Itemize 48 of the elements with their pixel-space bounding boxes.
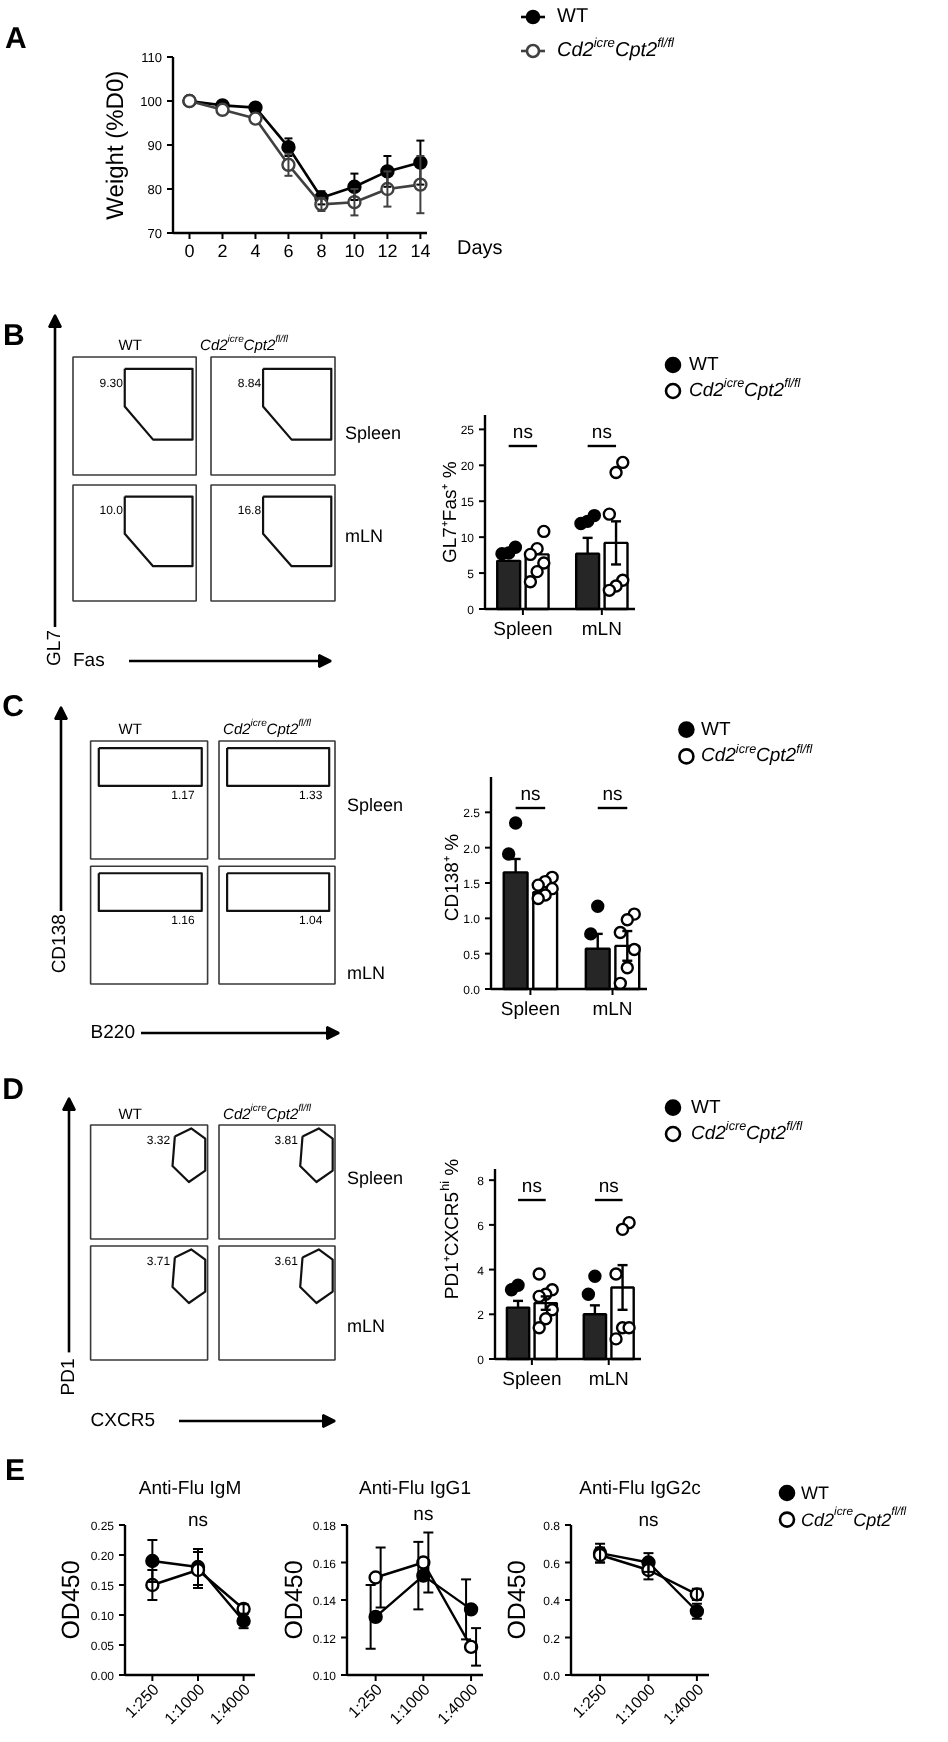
text: D (2, 1073, 25, 1108)
legend-label: WT (689, 354, 719, 376)
legend-label: WT (701, 718, 731, 741)
y-axis-title: OD450 (57, 1560, 85, 1640)
series-label: Spleen (347, 795, 404, 815)
annotation: ns (638, 1510, 660, 1532)
annotation: ns (512, 422, 534, 444)
x-tick-label: 2 (217, 241, 228, 261)
y-axis-title: GL7⁺Fas⁺ % (440, 460, 462, 564)
text: mLN (347, 1315, 386, 1336)
x-axis-title: Days (457, 238, 503, 260)
text: E (4, 1454, 26, 1488)
x-tick-label: 10 (344, 241, 365, 261)
x-tick-label: 4 (250, 241, 261, 261)
x-tick-label: 14 (410, 241, 431, 261)
x-tick-label: 12 (377, 241, 398, 261)
text: CXCR5 (90, 1410, 156, 1432)
legend-label: WT (801, 1483, 830, 1503)
y-axis-title: CD138⁺ % (442, 832, 464, 922)
text: B (2, 319, 25, 353)
y-axis-title: OD450 (503, 1560, 531, 1640)
annotation: ns (602, 784, 624, 806)
text: PD1 (58, 1358, 80, 1396)
annotation: ns (591, 422, 613, 444)
text: Fas (73, 650, 106, 672)
chart-title: Anti-Flu IgG2c (579, 1478, 702, 1500)
y-axis-title: Weight (%D0) (101, 70, 129, 220)
legend-label: WT (557, 6, 589, 28)
series-label: Spleen (347, 1167, 404, 1188)
text: B220 (90, 1022, 135, 1044)
text: GL7 (44, 630, 66, 666)
series-label: Spleen (345, 423, 402, 443)
x-tick-label: 0 (184, 241, 195, 261)
y-axis-title: OD450 (280, 1560, 309, 1640)
chart-title: Anti-Flu IgG1 (359, 1478, 471, 1500)
text: CD138 (49, 914, 71, 974)
annotation: ns (521, 1176, 543, 1198)
chart-title: Anti-Flu IgM (138, 1478, 242, 1500)
x-tick-label: 6 (283, 241, 294, 261)
legend-label: WT (691, 1096, 721, 1119)
text: mLN (347, 962, 386, 983)
text: C (2, 690, 25, 724)
chart-title: A (4, 22, 27, 56)
annotation: ns (598, 1176, 620, 1198)
annotation: ns (187, 1510, 209, 1532)
annotation: ns (520, 784, 541, 806)
text: mLN (345, 525, 384, 546)
annotation: ns (413, 1504, 434, 1526)
